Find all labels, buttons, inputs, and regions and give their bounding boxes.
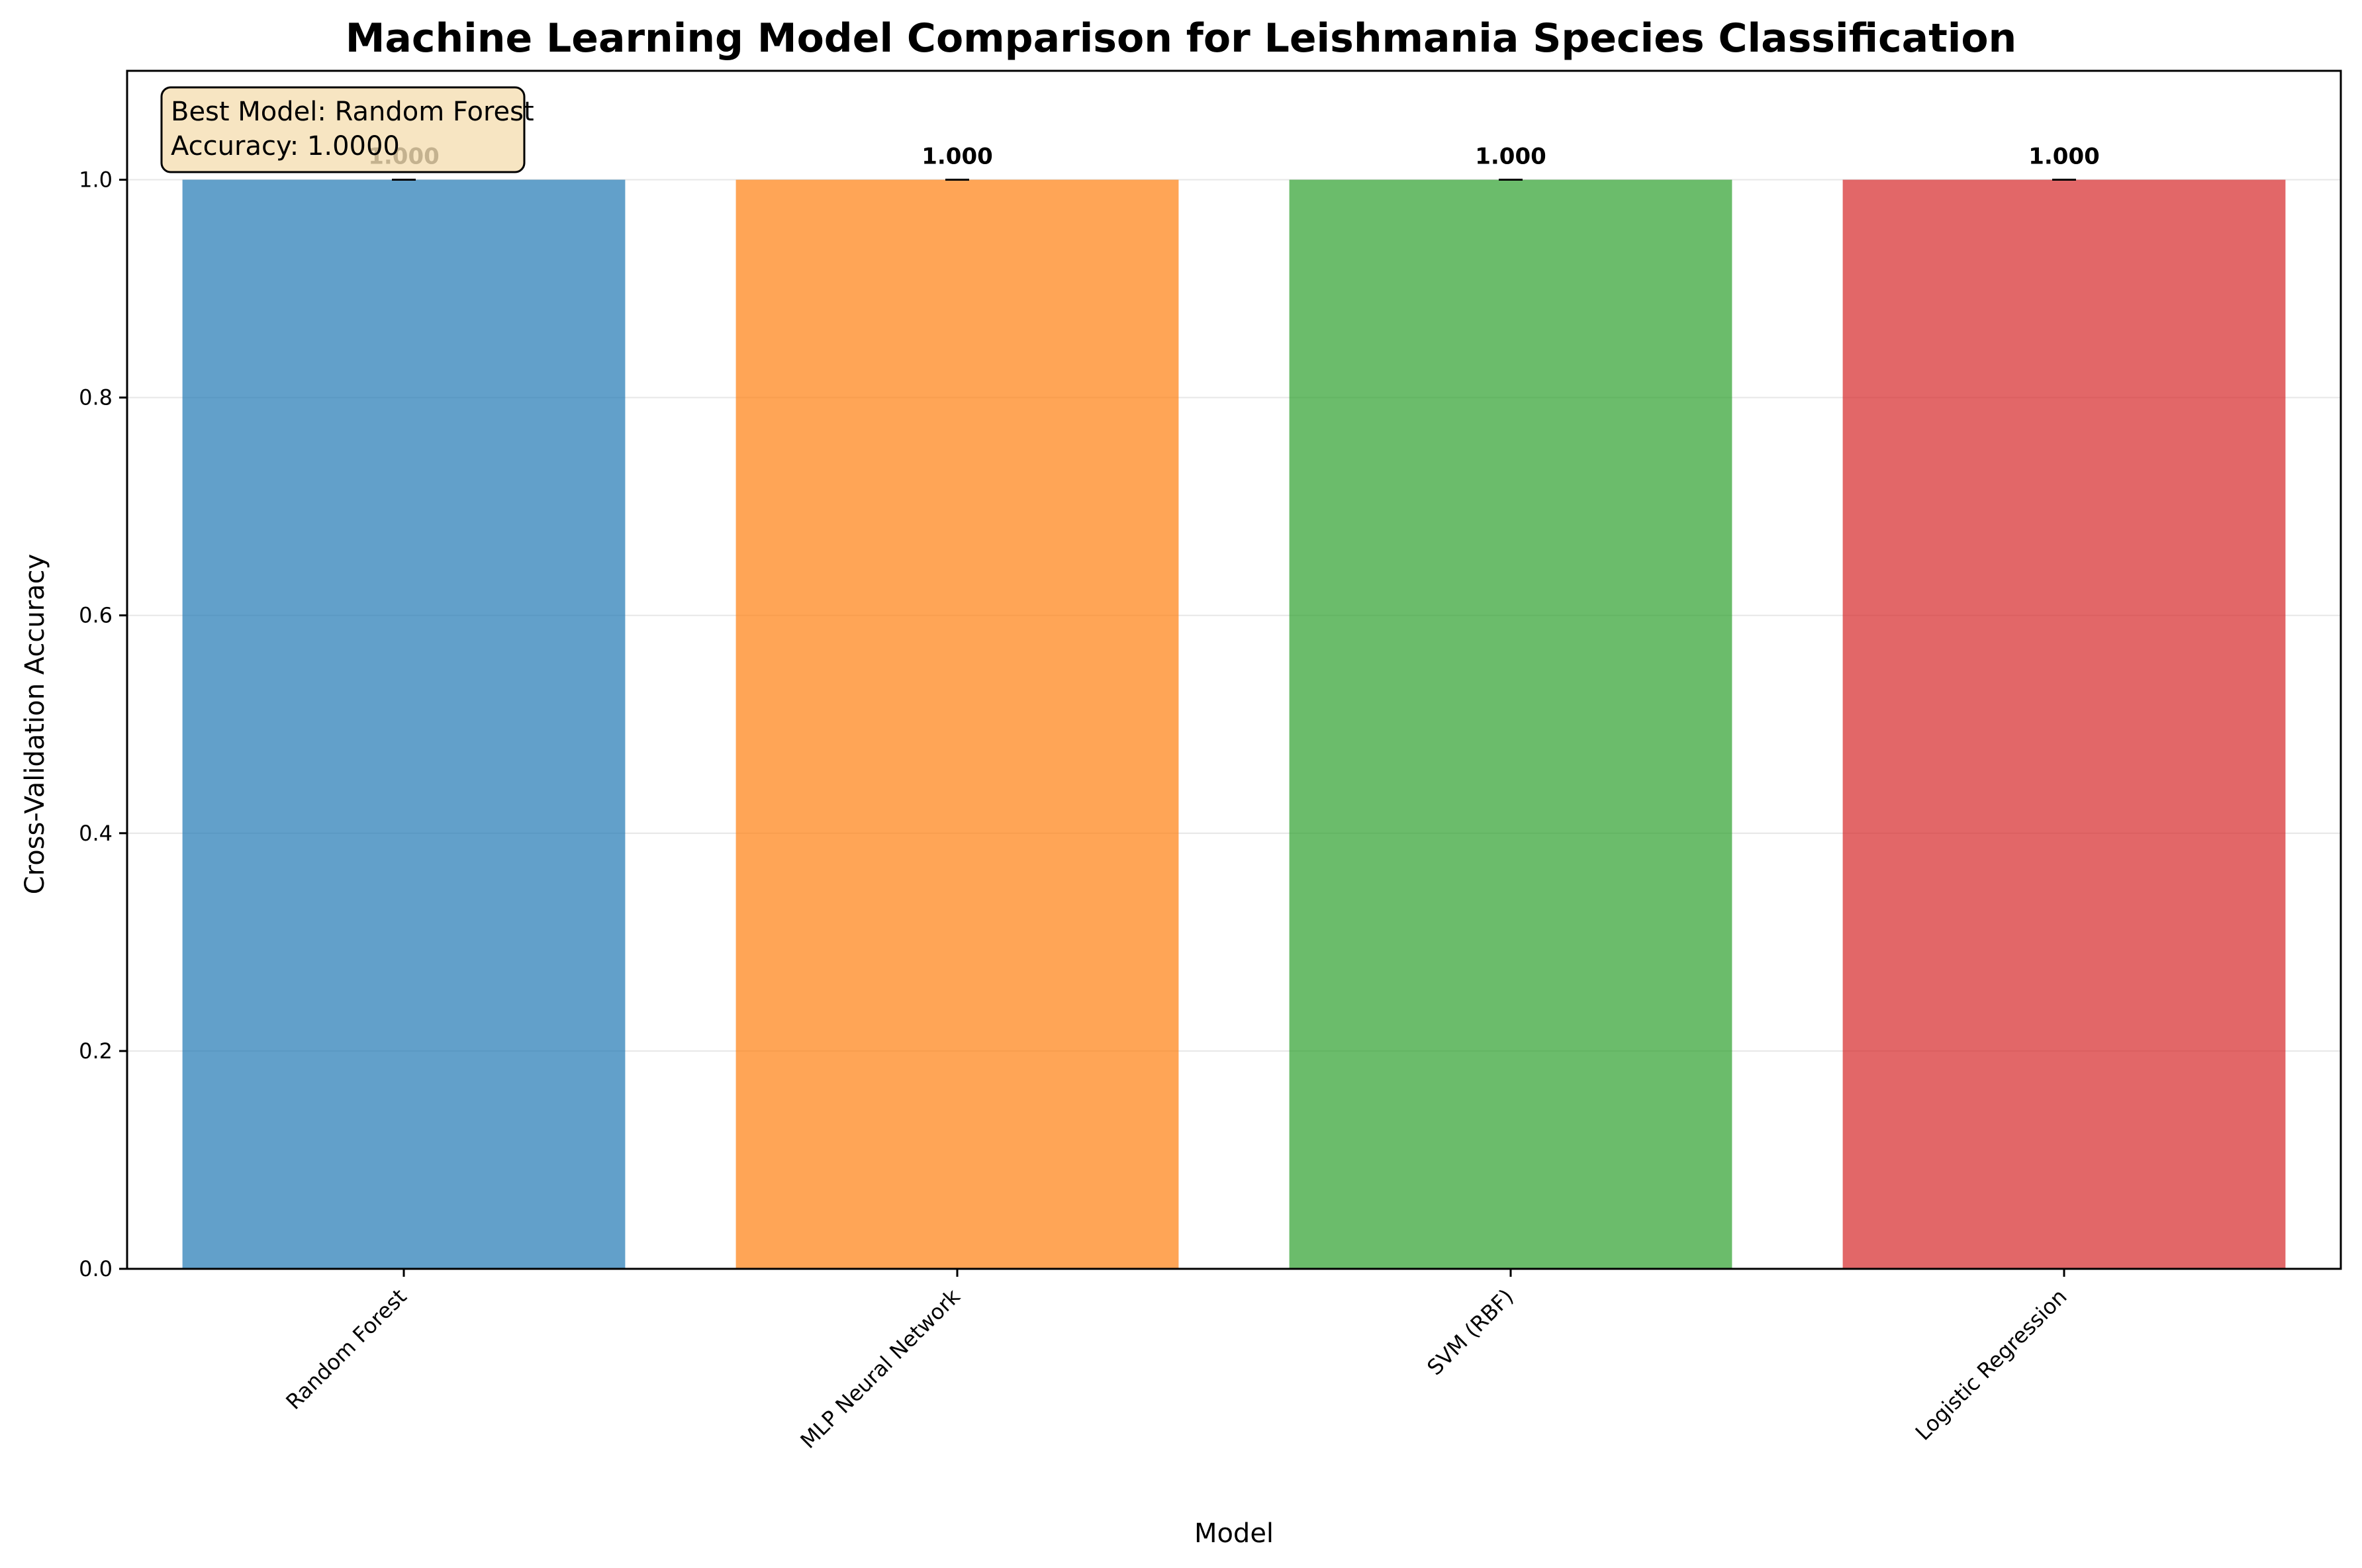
y-tick-label: 0.6 [79, 603, 113, 628]
bars-layer [182, 179, 2286, 1269]
bar-3 [1842, 179, 2286, 1269]
plot-frame [126, 69, 2342, 1270]
value-label-2: 1.000 [1475, 144, 1546, 170]
y-tick-label: 0.2 [79, 1038, 113, 1064]
value-label-3: 1.000 [2028, 144, 2100, 170]
annotation-line-1: Best Model: Random Forest [171, 97, 534, 127]
x-tick-label: SVM (RBF) [1422, 1284, 1518, 1380]
chart-title: Machine Learning Model Comparison for Le… [346, 15, 2017, 62]
y-tick-label: 0.8 [79, 385, 113, 410]
y-tick-label: 0.0 [79, 1256, 113, 1281]
x-tick-label: Random Forest [281, 1284, 411, 1414]
bar-0 [182, 179, 626, 1269]
x-tick-label: Logistic Regression [1911, 1284, 2072, 1446]
best-model-annotation: Best Model: Random Forest Accuracy: 1.00… [160, 86, 534, 173]
annotation-box [160, 86, 526, 173]
annotation-line-2: Accuracy: 1.0000 [171, 131, 400, 161]
x-axis-label: Model [1194, 1518, 1274, 1549]
value-label-1: 1.000 [921, 144, 993, 170]
bar-1 [735, 179, 1179, 1269]
y-tick-label: 0.4 [79, 821, 113, 846]
x-tick-label: MLP Neural Network [796, 1283, 965, 1453]
y-tick-label: 1.0 [79, 167, 113, 193]
bar-2 [1289, 179, 1732, 1269]
y-axis-label: Cross-Validation Accuracy [20, 554, 50, 895]
